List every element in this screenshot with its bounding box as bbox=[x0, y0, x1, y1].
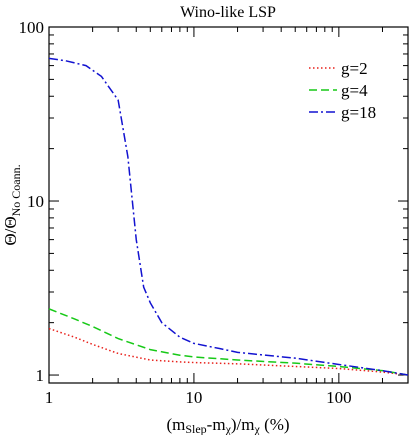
x-tick-label: 10 bbox=[185, 388, 202, 407]
x-tick-label: 100 bbox=[326, 388, 352, 407]
axis-ticks bbox=[48, 26, 409, 384]
chart-title: Wino-like LSP bbox=[180, 4, 276, 21]
y-tick-label: 100 bbox=[19, 18, 45, 37]
y-tick-label: 1 bbox=[36, 366, 45, 385]
y-tick-label: 10 bbox=[27, 192, 44, 211]
tick-labels: 1 10 100 1 10 100 bbox=[19, 18, 352, 407]
series-line-g18 bbox=[48, 57, 409, 376]
series-layer bbox=[48, 57, 409, 376]
legend-label: g=18 bbox=[341, 103, 376, 122]
x-tick-label: 1 bbox=[45, 388, 54, 407]
legend-label: g=4 bbox=[341, 81, 368, 100]
series-line-g4 bbox=[48, 308, 409, 376]
y-axis-label: Θ/ΘNo Coann. bbox=[1, 164, 23, 245]
legend: g=2 g=4 g=18 bbox=[309, 59, 376, 122]
x-axis-label: (mSlep-mχ)/mχ (%) bbox=[166, 415, 289, 435]
legend-label: g=2 bbox=[341, 59, 368, 78]
